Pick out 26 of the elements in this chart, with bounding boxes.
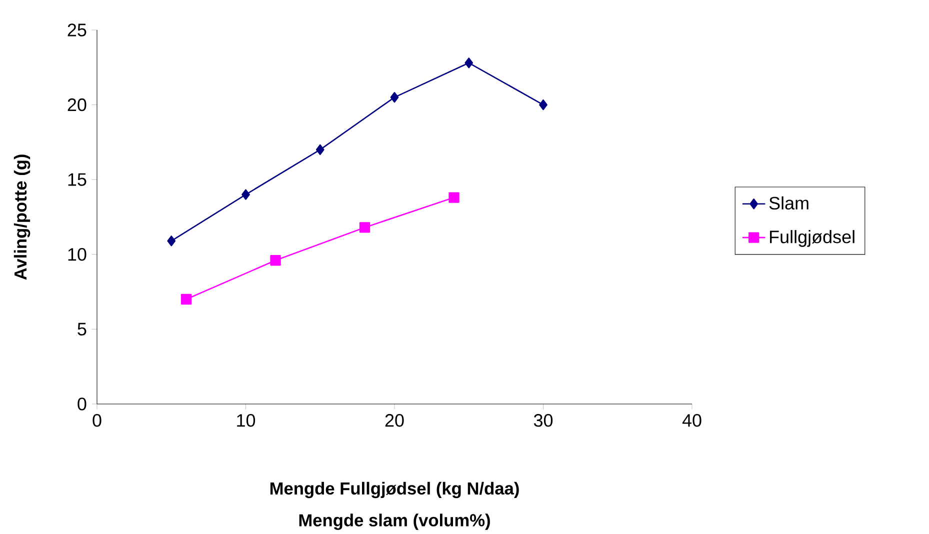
point (464, 58, 474, 68)
y-tick-label: 5 (78, 322, 86, 336)
y-tick-label: 0 (78, 398, 86, 410)
point (242, 189, 250, 200)
legend-label: Fullgjødsel (770, 230, 854, 247)
text: Mengde slam (volum%) (299, 514, 490, 530)
x-tick-label: 40 (682, 414, 702, 427)
x-tick-label: 10 (237, 414, 256, 427)
point (316, 144, 324, 156)
y-tick-label: 15 (68, 173, 86, 186)
x-tick-label: 20 (385, 414, 404, 427)
x-axis-title: Mengde Fullgjødsel (kg N/daa) (270, 482, 519, 498)
point (270, 255, 281, 266)
point (359, 222, 370, 233)
x-tick-label: 0 (92, 414, 102, 427)
y-axis-title: Avling/potte (g) (14, 154, 30, 280)
x-tick-label: 30 (534, 414, 553, 427)
point (539, 99, 548, 110)
y-tick-label: 25 (68, 24, 86, 36)
point (390, 92, 399, 103)
y-tick-label: 10 (68, 248, 86, 261)
point (167, 236, 176, 246)
point (180, 294, 192, 305)
legend-label: Slam (769, 196, 808, 210)
y-tick-label: 20 (68, 98, 86, 112)
point (448, 192, 460, 203)
